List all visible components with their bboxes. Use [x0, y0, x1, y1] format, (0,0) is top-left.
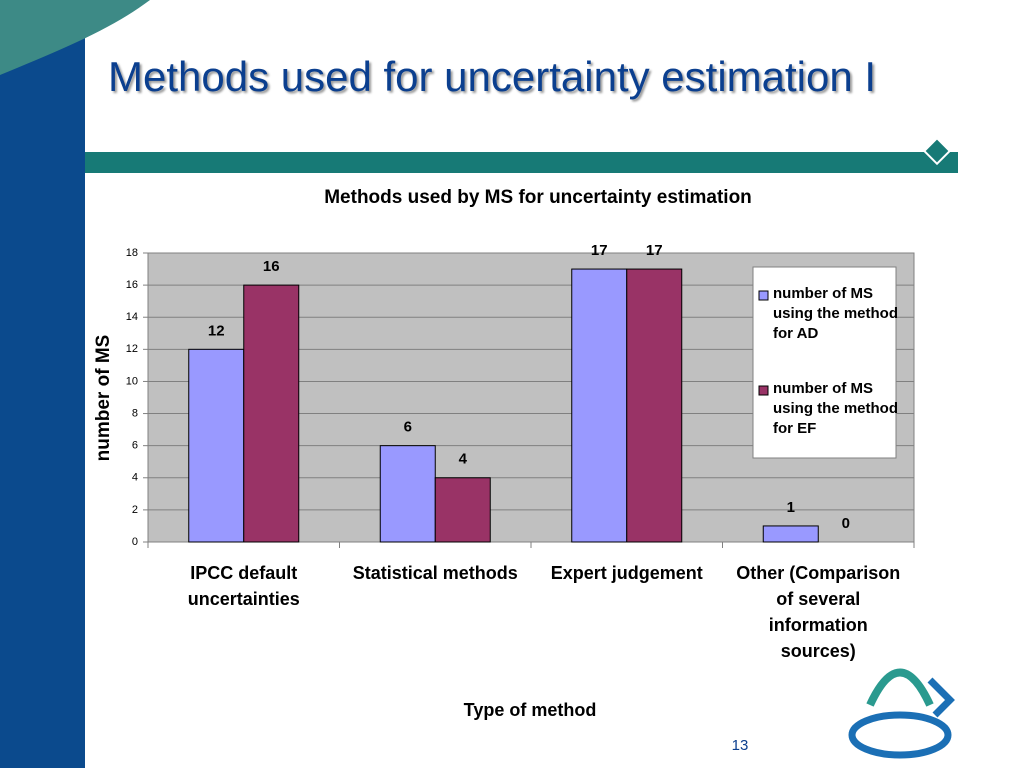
y-tick-label: 6 [132, 440, 138, 452]
side-bar [0, 0, 85, 768]
y-tick-label: 16 [126, 279, 138, 291]
y-tick-label: 10 [126, 375, 138, 387]
y-tick-label: 8 [132, 407, 138, 419]
legend-entry: number of MS using the method for AD [773, 285, 898, 342]
legend-entry: number of MS using the method for EF [773, 380, 898, 437]
x-tick-label: IPCC default uncertainties [187, 563, 300, 609]
x-axis-label: Type of method [464, 700, 597, 720]
x-tick-label: Expert judgement [550, 563, 703, 583]
slide-title: Methods used for uncertainty estimation … [108, 53, 876, 100]
bar [434, 477, 491, 543]
rule-diamond [922, 136, 952, 166]
value-label: 17 [591, 242, 608, 259]
value-label: 16 [263, 258, 280, 275]
y-axis-label: number of MS [93, 335, 114, 462]
bar [188, 348, 245, 543]
value-label: 4 [459, 451, 468, 468]
bar [571, 268, 628, 543]
bar [379, 445, 436, 543]
corner-leaf [0, 0, 150, 75]
y-tick-label: 14 [126, 311, 138, 323]
value-label: 12 [208, 322, 225, 339]
value-label: 6 [404, 419, 412, 436]
value-label: 1 [787, 499, 795, 516]
legend-swatch [758, 385, 769, 396]
value-label: 17 [646, 242, 663, 259]
y-tick-label: 0 [132, 536, 138, 548]
chart-title: Methods used by MS for uncertainty estim… [324, 187, 752, 208]
logo-ring [848, 711, 952, 759]
y-tick-label: 12 [126, 343, 138, 355]
legend-box [752, 266, 897, 459]
logo [848, 668, 955, 759]
value-label: 0 [842, 515, 850, 532]
bar [762, 525, 819, 543]
y-tick-label: 4 [132, 472, 138, 484]
legend-swatch [758, 290, 769, 301]
y-tick-label: 2 [132, 504, 138, 516]
page-number: 13 [732, 737, 749, 754]
x-tick-label: Statistical methods [352, 563, 518, 583]
logo-leaves [866, 668, 934, 707]
logo-arrow [927, 677, 955, 718]
y-tick-label: 18 [126, 247, 138, 259]
title-rule [85, 152, 958, 173]
bar [243, 284, 300, 543]
x-tick-label: Other (Comparison of several information… [736, 563, 901, 661]
bar [626, 268, 683, 543]
